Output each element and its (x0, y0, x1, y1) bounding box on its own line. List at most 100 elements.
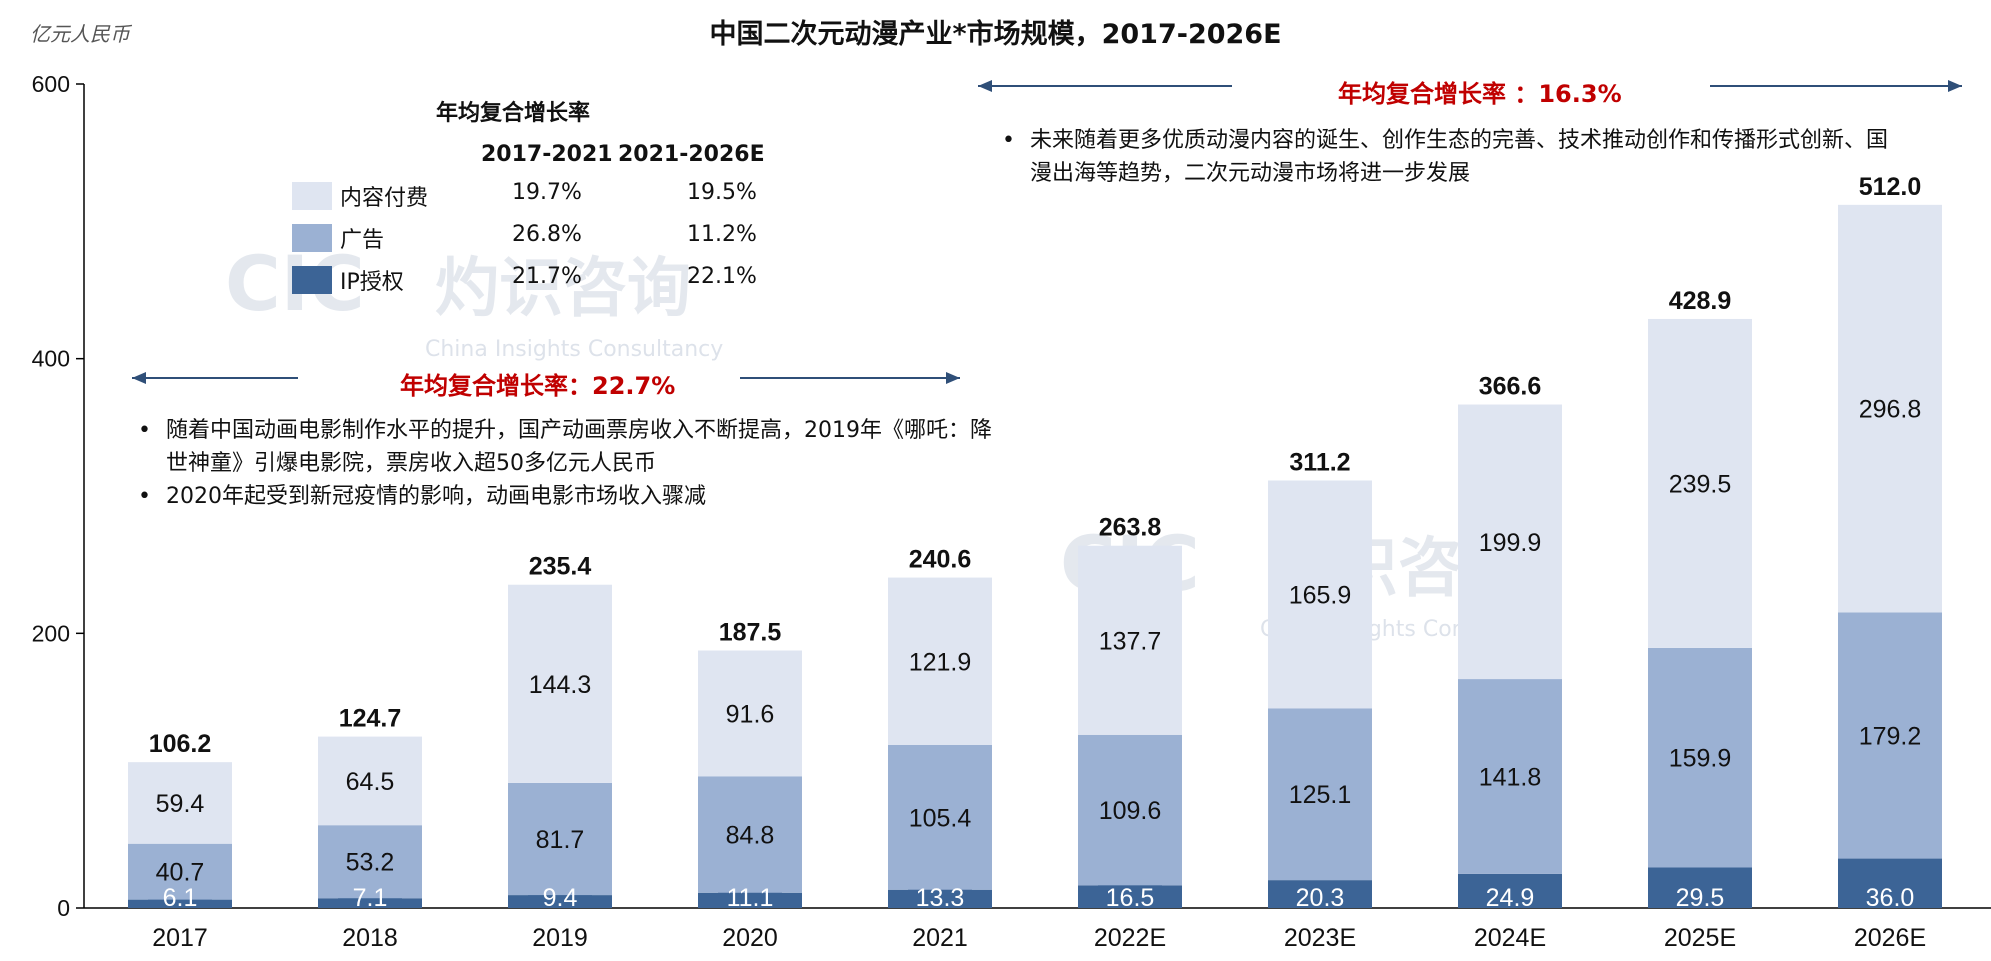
cagr-content-2021-2026: 19.5% (687, 180, 757, 205)
bar-ads (128, 843, 232, 900)
cagr-2017-2021-label: 年均复合增长率：22.7% (400, 372, 676, 400)
watermark-en: China Insights Consultancy (425, 337, 723, 362)
y-tick-label: 0 (57, 895, 70, 921)
bar-content (128, 762, 232, 844)
x-tick-label: 2019 (532, 924, 588, 952)
data-label-total: 428.9 (1669, 287, 1732, 315)
data-label-total: 187.5 (719, 619, 782, 647)
bar-content (1268, 480, 1372, 709)
cagr-ip-2017-2021: 21.7% (512, 264, 582, 289)
bar-ads (1458, 679, 1562, 874)
data-label-ip: 7.1 (353, 884, 388, 912)
data-label-total: 263.8 (1099, 514, 1162, 542)
chart-title: 中国二次元动漫产业*市场规模，2017-2026E (709, 19, 1282, 50)
x-tick-label: 2020 (722, 924, 778, 952)
x-tick-label: 2022E (1094, 924, 1166, 952)
cagr-arrow-right-2-head (1948, 80, 1962, 92)
bar-content (508, 584, 612, 783)
bar-ads (888, 744, 992, 890)
cagr-table-title: 年均复合增长率 (436, 101, 591, 126)
bullets-left: 随着中国动画电影制作水平的提升，国产动画票房收入不断提高，2019年《哪吒：降世… (132, 414, 1002, 513)
cagr-ip-2021-2026: 22.1% (687, 264, 757, 289)
data-label-total: 235.4 (529, 553, 592, 581)
data-label-ip: 9.4 (543, 884, 578, 912)
cagr-row-ip: IP授权 21.7% 22.1% (292, 264, 772, 298)
watermark-cn: 灼识咨询 (435, 252, 691, 326)
data-label-content: 165.9 (1289, 581, 1352, 609)
data-label-ip: 24.9 (1486, 884, 1535, 912)
cagr-content-2017-2021: 19.7% (512, 180, 582, 205)
ip-label-bg (1288, 884, 1352, 908)
bullet-right-1: 未来随着更多优质动漫内容的诞生、创作生态的完善、技术推动创作和传播形式创新、国漫… (996, 124, 1896, 190)
ip-label-bg (1668, 884, 1732, 908)
x-tick-label: 2024E (1474, 924, 1546, 952)
legend-label-ip: IP授权 (340, 270, 404, 295)
bar-content (1838, 204, 1942, 613)
legend-label-content: 内容付费 (340, 186, 429, 211)
data-label-ads: 141.8 (1479, 763, 1542, 791)
x-tick-label: 2018 (342, 924, 398, 952)
data-label-ip: 6.1 (163, 884, 198, 912)
bar-ads (1838, 612, 1942, 859)
data-label-total: 366.6 (1479, 373, 1542, 401)
data-label-content: 199.9 (1479, 529, 1542, 557)
cagr-arrow-left-1-head (132, 372, 146, 384)
ip-label-bg (1098, 884, 1162, 908)
cagr-arrow-left-2-head (978, 80, 992, 92)
cagr-row-ads: 广告 26.8% 11.2% (292, 222, 772, 256)
bar-content (1458, 404, 1562, 680)
legend-swatch-ads (292, 224, 332, 252)
data-label-content: 64.5 (346, 768, 395, 796)
x-tick-label: 2026E (1854, 924, 1926, 952)
data-label-ads: 84.8 (726, 822, 775, 850)
data-label-total: 124.7 (339, 705, 402, 733)
legend-swatch-content (292, 182, 332, 210)
data-label-ads: 179.2 (1859, 723, 1922, 751)
y-tick-label: 200 (32, 620, 70, 646)
bar-content (318, 736, 422, 826)
ip-label-bg (1858, 884, 1922, 908)
bar-content (1648, 318, 1752, 648)
data-label-ip: 16.5 (1106, 884, 1155, 912)
cagr-table-col1: 2017-2021 (481, 142, 613, 167)
data-label-ip: 13.3 (916, 884, 965, 912)
data-label-ads: 159.9 (1669, 745, 1732, 773)
data-label-ads: 53.2 (346, 849, 395, 877)
unit-label: 亿元人民币 (30, 22, 130, 46)
data-label-total: 311.2 (1289, 448, 1350, 476)
bullets-right: 未来随着更多优质动漫内容的诞生、创作生态的完善、技术推动创作和传播形式创新、国漫… (996, 124, 1896, 190)
data-label-ads: 125.1 (1289, 781, 1352, 809)
cagr-ads-2017-2021: 26.8% (512, 222, 582, 247)
x-tick-label: 2021 (912, 924, 968, 952)
data-label-content: 91.6 (726, 700, 775, 728)
bar-ads (508, 782, 612, 896)
x-tick-label: 2017 (152, 924, 208, 952)
data-label-ip: 36.0 (1866, 884, 1915, 912)
bar-ads (318, 825, 422, 899)
data-label-ip: 20.3 (1296, 884, 1345, 912)
bar-content (1078, 545, 1182, 735)
data-label-ip: 29.5 (1676, 884, 1725, 912)
data-label-content: 121.9 (909, 648, 972, 676)
data-label-content: 239.5 (1669, 470, 1732, 498)
bar-ads (1268, 708, 1372, 881)
cagr-2021-2026-label: 年均复合增长率 ：16.3% (1338, 80, 1622, 108)
data-label-total: 240.6 (909, 546, 972, 574)
cagr-arrow-right-1-head (946, 372, 960, 384)
data-label-ip: 11.1 (727, 884, 774, 912)
data-label-total: 106.2 (149, 730, 212, 758)
y-tick-label: 400 (32, 346, 70, 372)
x-tick-label: 2025E (1664, 924, 1736, 952)
data-label-content: 296.8 (1859, 396, 1922, 424)
bullet-left-2: 2020年起受到新冠疫情的影响，动画电影市场收入骤减 (132, 480, 1002, 513)
bar-ads (698, 776, 802, 893)
x-tick-label: 2023E (1284, 924, 1356, 952)
bar-ads (1078, 734, 1182, 886)
data-label-ads: 105.4 (909, 804, 972, 832)
bar-content (888, 577, 992, 745)
cagr-ads-2021-2026: 11.2% (687, 222, 757, 247)
bullet-left-1: 随着中国动画电影制作水平的提升，国产动画票房收入不断提高，2019年《哪吒：降世… (132, 414, 1002, 480)
data-label-ads: 81.7 (536, 826, 585, 854)
bar-ads (1648, 647, 1752, 868)
data-label-content: 59.4 (156, 790, 205, 818)
